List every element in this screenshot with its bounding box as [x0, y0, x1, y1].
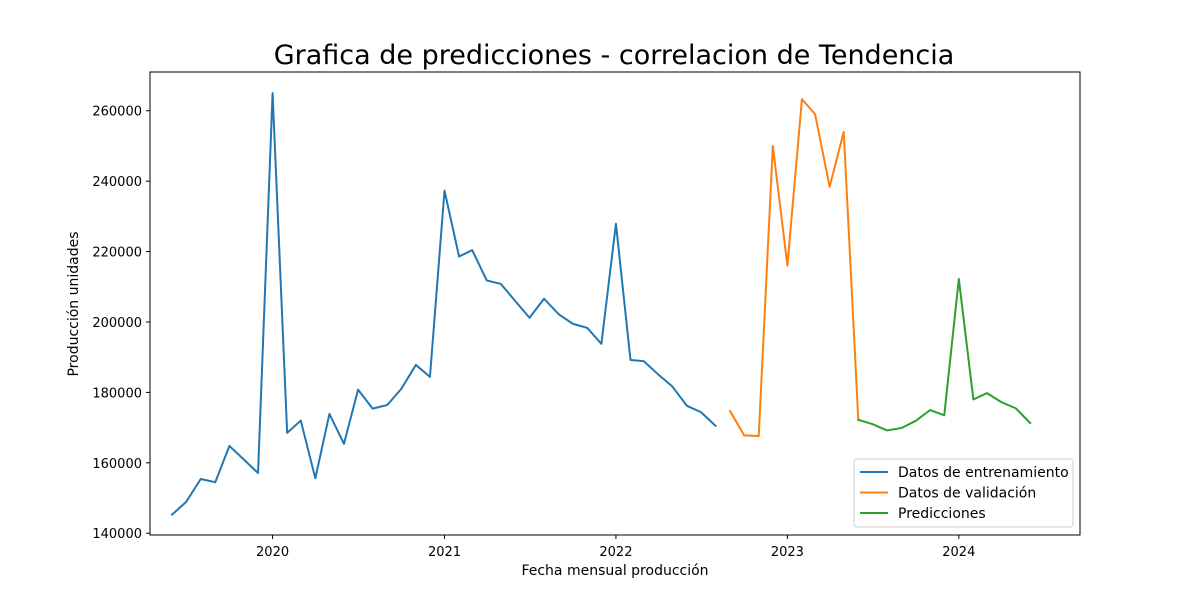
chart-title: Grafica de predicciones - correlacion de…	[274, 40, 955, 71]
x-tick-label: 2022	[599, 545, 632, 560]
legend-label-1: Datos de validación	[898, 486, 1036, 502]
y-axis: 140000 160000 180000 200000 220000 240000 2600…	[92, 105, 150, 542]
legend-label-0: Datos de entrenamiento	[898, 465, 1069, 481]
y-axis-label: Producción unidades	[66, 231, 82, 376]
legend-label-2: Predicciones	[898, 506, 986, 522]
series-line-2	[857, 278, 1032, 432]
y-tick-label: 200000	[92, 316, 142, 331]
x-tick-label: 2024	[942, 545, 975, 560]
x-tick-label: 2020	[256, 545, 289, 560]
y-tick-label: 220000	[92, 246, 142, 261]
plot-frame	[149, 71, 1081, 536]
y-tick-label: 240000	[92, 175, 142, 190]
series-line-1	[728, 98, 860, 438]
legend-box	[853, 458, 1074, 528]
y-tick-label: 260000	[92, 105, 142, 120]
x-axis-label: Fecha mensual producción	[521, 563, 708, 579]
y-tick-label: 140000	[92, 527, 142, 542]
series-line-0	[170, 92, 717, 516]
legend: Datos de entrenamiento Datos de validació…	[853, 458, 1074, 528]
y-tick-label: 180000	[92, 386, 142, 401]
plot-lines	[170, 92, 1032, 516]
y-tick-label: 160000	[92, 457, 142, 472]
x-tick-label: 2023	[771, 545, 804, 560]
x-axis: 2020 2021 2022 2023 2024	[256, 535, 975, 560]
x-tick-label: 2021	[428, 545, 461, 560]
